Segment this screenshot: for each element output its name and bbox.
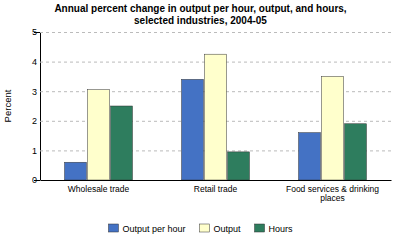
y-tick-label: 2: [32, 116, 37, 126]
legend-item: Output: [200, 224, 242, 234]
bar: [299, 133, 321, 180]
legend: Output per hour Output Hours: [108, 224, 293, 234]
legend-swatch: [108, 224, 118, 232]
y-tick-label: 5: [32, 27, 37, 37]
x-axis: Wholesale trade Retail trade Food services…: [41, 181, 392, 204]
bar: [345, 124, 367, 180]
x-tick-label-line: Wholesale trade: [68, 184, 130, 194]
x-axis-line: [41, 180, 392, 181]
x-tick: Food services & drinkingplaces: [286, 184, 379, 203]
x-tick-label-line: Retail trade: [194, 184, 238, 194]
y-tick: 5: [32, 27, 391, 37]
x-tick: Wholesale trade: [68, 184, 130, 194]
legend-item: Output per hour: [108, 224, 185, 234]
bar-series: [65, 79, 321, 180]
bar: [182, 79, 204, 180]
legend-item: Hours: [255, 224, 294, 234]
title-line: selected industries, 2004-05: [134, 15, 267, 26]
bar: [88, 90, 110, 180]
y-tick-label: 4: [32, 57, 37, 67]
y-tick-label: 1: [32, 146, 37, 156]
bar: [228, 152, 250, 180]
title-line: Annual percent change in output per hour…: [54, 3, 346, 14]
chart: Annual percent change in output per hour…: [0, 0, 401, 238]
title: Annual percent change in output per hour…: [54, 3, 346, 26]
bar: [65, 162, 87, 180]
legend-label: Output per hour: [122, 224, 185, 234]
y-axis: 0 1 2 3 4 5: [32, 27, 391, 185]
x-tick-label-line: places: [320, 193, 345, 203]
plot: 0 1 2 3 4 5 Wholesale trade Retail trade Food se…: [32, 27, 392, 203]
bar: [111, 106, 133, 180]
bar: [322, 76, 344, 180]
legend-label: Hours: [269, 224, 294, 234]
y-axis-title: Percent: [2, 89, 13, 122]
x-tick-label: Retail trade: [194, 184, 238, 194]
legend-label: Output: [214, 224, 242, 234]
x-tick-label: Wholesale trade: [68, 184, 130, 194]
grid-line: [40, 32, 391, 33]
x-tick-label: Food services & drinkingplaces: [286, 184, 379, 203]
legend-swatch: [200, 224, 210, 232]
bar: [205, 54, 227, 180]
bar-series: [88, 54, 344, 180]
y-tick-label: 0: [32, 175, 37, 185]
bars: [65, 54, 367, 180]
y-axis-line: [34, 33, 41, 181]
legend-swatch: [255, 224, 265, 232]
bar-series: [111, 106, 367, 180]
x-tick: Retail trade: [194, 184, 238, 194]
grid-line: [40, 180, 391, 181]
y-tick-label: 3: [32, 87, 37, 97]
